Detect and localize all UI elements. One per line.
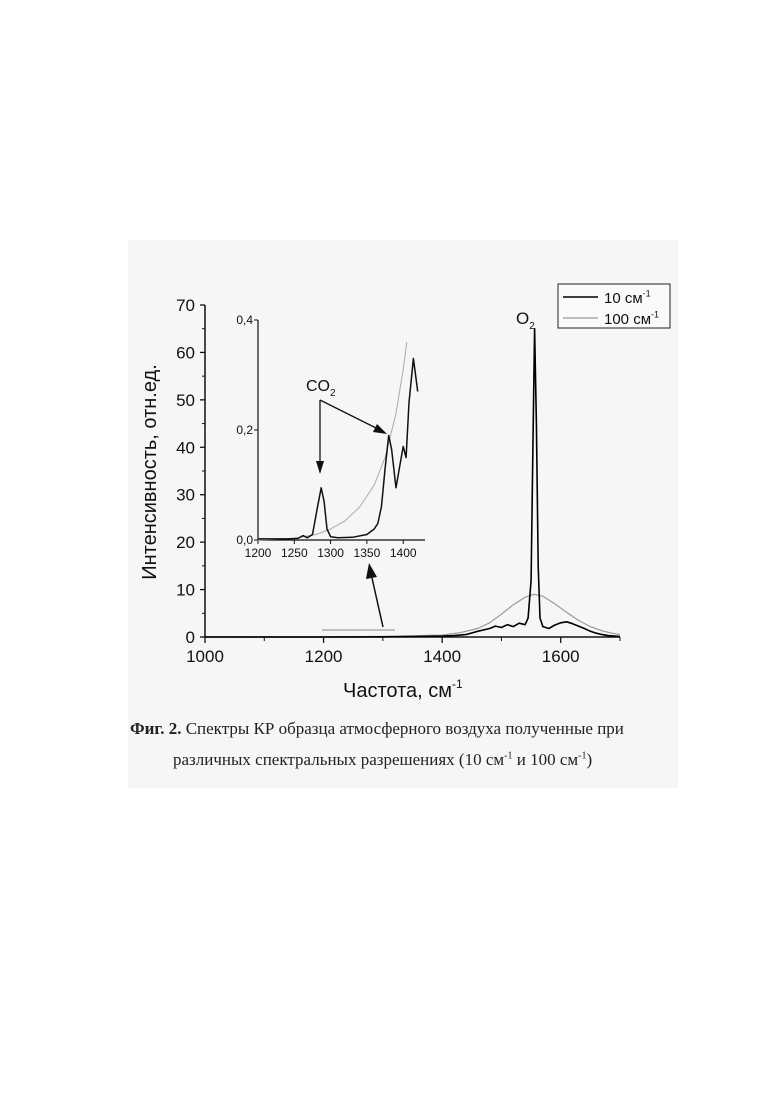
main-x-tick-label: 1600	[542, 647, 580, 666]
co2-label-sub: 2	[330, 388, 336, 399]
main-y-tick-label: 40	[176, 438, 195, 457]
main-y-tick-label: 70	[176, 296, 195, 315]
legend-label-0-main: 10 см	[604, 290, 643, 307]
inset-plot: 0,0 0,2 0,4 1200 1250 1300 1350 1400 CO2	[236, 313, 425, 560]
caption-text-2b: и 100 см	[513, 750, 579, 769]
main-y-tick-label: 0	[186, 628, 195, 647]
caption-text-1: Спектры КР образца атмосферного воздуха …	[181, 719, 623, 738]
co2-label-main: CO	[306, 378, 330, 395]
co2-arrow-2	[320, 400, 376, 428]
main-x-axis-label: Частота, см-1	[343, 677, 463, 702]
main-y-tick-label: 60	[176, 343, 195, 362]
caption-figure-label: Фиг. 2.	[130, 719, 181, 738]
main-plot: 0 10 20 30 40 50 60 70 1000 1200 1400 1600 Частота, …	[139, 284, 670, 702]
main-y-tick-label: 30	[176, 486, 195, 505]
inset-y-tick-label: 0,2	[236, 423, 253, 437]
inset-series-100-line	[258, 342, 407, 540]
inset-y-tick-label: 0,0	[236, 533, 253, 547]
figure-caption-line-2: различных спектральных разрешениях (10 с…	[173, 750, 780, 770]
inset-x-tick-label: 1400	[390, 546, 417, 560]
inset-y-tick-label: 0,4	[236, 313, 253, 327]
inset-x-tick-label: 1300	[317, 546, 344, 560]
o2-peak-label-sub: 2	[529, 321, 535, 332]
caption-sup-2: -1	[578, 750, 586, 761]
legend-label-1-main: 100 см	[604, 311, 651, 328]
co2-label: CO2	[306, 378, 336, 399]
o2-peak-label: O2	[516, 309, 535, 332]
co2-arrow-2-head	[373, 424, 387, 434]
figure-caption-line-1: Фиг. 2. Спектры КР образца атмосферного …	[130, 719, 780, 739]
main-x-axis-label-main: Частота, см	[343, 680, 452, 702]
main-y-tick-label: 10	[176, 581, 195, 600]
legend-label-1: 100 см-1	[604, 309, 659, 328]
inset-x-tick-label: 1200	[245, 546, 272, 560]
caption-sup-1: -1	[504, 750, 512, 761]
caption-text-2a: различных спектральных разрешениях (10 с…	[173, 750, 504, 769]
main-y-axis-label: Интенсивность, отн.ед.	[139, 364, 161, 580]
main-y-tick-label: 50	[176, 391, 195, 410]
main-x-axis-label-sup: -1	[452, 677, 463, 691]
main-x-tick-label: 1000	[186, 647, 224, 666]
legend-label-0-sup: -1	[643, 288, 651, 298]
main-x-tick-label: 1400	[423, 647, 461, 666]
co2-arrow-1-head	[316, 461, 324, 474]
zoom-arrow-head	[366, 563, 377, 579]
main-x-tick-label: 1200	[305, 647, 343, 666]
caption-text-2c: )	[587, 750, 593, 769]
legend-label-1-sup: -1	[651, 309, 659, 319]
main-y-tick-label: 20	[176, 533, 195, 552]
main-series-100-line	[205, 594, 620, 637]
zoom-arrow	[372, 578, 383, 627]
inset-series-10-line	[258, 359, 418, 539]
inset-x-tick-label: 1350	[354, 546, 381, 560]
o2-peak-label-main: O	[516, 309, 529, 328]
inset-x-tick-label: 1250	[281, 546, 308, 560]
